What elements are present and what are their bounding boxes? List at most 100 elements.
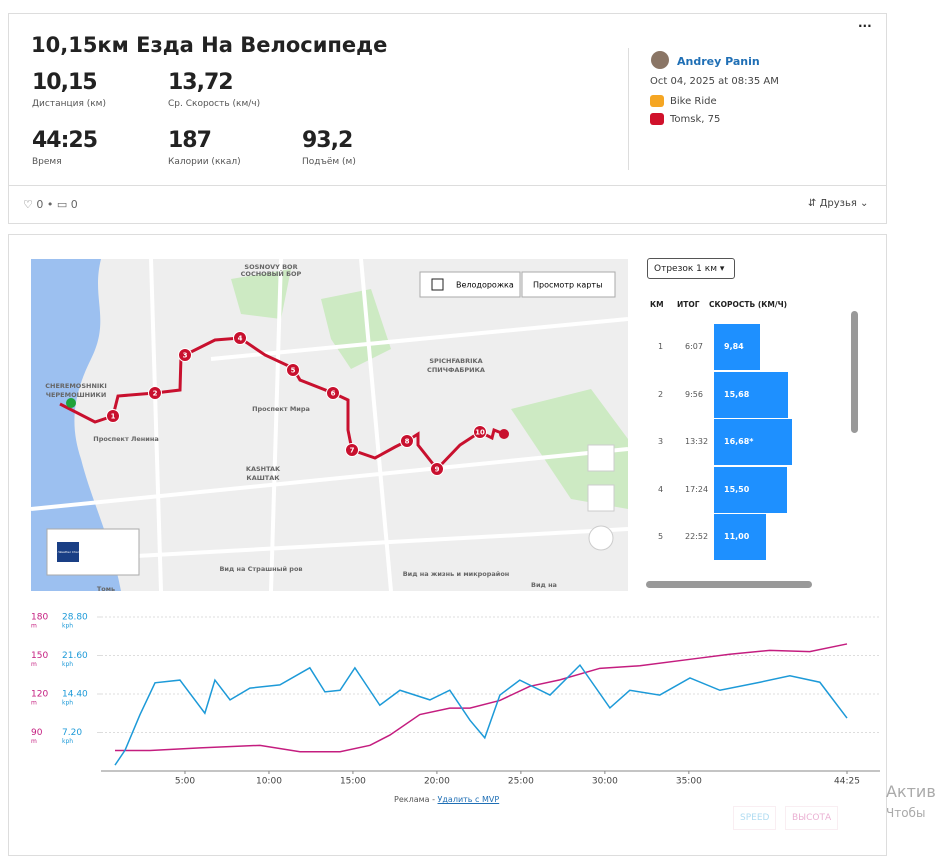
watermark: Актив <box>886 782 936 801</box>
athlete[interactable]: Andrey Panin <box>677 55 760 68</box>
place-label: KASHTAK <box>246 465 281 473</box>
ads-link[interactable]: Удалить с MVP <box>437 795 500 804</box>
compass[interactable] <box>588 525 614 551</box>
speed-unit: kph <box>62 661 73 668</box>
x-tick-label: 35:00 <box>676 777 702 787</box>
split-km: 5 <box>658 532 664 541</box>
x-tick-label: 20:00 <box>424 777 450 787</box>
km-marker <box>148 386 162 400</box>
pin-icon <box>650 113 664 125</box>
place-label: СОСНОВЫЙ БОР <box>241 269 302 278</box>
split-header: ИТОГ <box>677 300 700 309</box>
speed-tick-label: 21.60 <box>62 651 88 661</box>
place-label: SOSNOVY BOR <box>244 263 297 271</box>
km-marker <box>106 409 120 423</box>
title: 10,15км Езда На Велосипеде <box>31 33 388 57</box>
alt-unit: m <box>31 661 37 668</box>
chart: 90m120m150m180m7.20kph14.40kph21.60kph28… <box>31 613 880 787</box>
km-marker-label: 9 <box>435 466 440 474</box>
likes[interactable]: ♡ 0 • ▭ 0 <box>23 198 78 211</box>
speed-unit: kph <box>62 700 73 707</box>
series-line <box>114 663 848 766</box>
route <box>59 336 505 472</box>
alt-tick-label: 90 <box>31 728 43 738</box>
stat-label: Время <box>32 157 62 167</box>
hscrollbar[interactable] <box>646 581 812 588</box>
stat-label: Ср. Скорость (км/ч) <box>168 99 261 109</box>
place-label: КАШТАК <box>246 474 280 482</box>
stat-label: Дистанция (км) <box>32 99 106 109</box>
km-marker <box>430 462 444 476</box>
split-km: 3 <box>658 437 664 446</box>
km-marker <box>400 434 414 448</box>
x-tick-label: 44:25 <box>834 777 860 787</box>
split-select[interactable]: Отрезок 1 км ▾ <box>647 258 735 279</box>
km-marker <box>473 425 487 439</box>
split-total: 9:56 <box>685 389 703 399</box>
weather: The Weather Channel <box>51 550 85 554</box>
alt-unit: m <box>31 623 37 630</box>
km-marker-label: 1 <box>111 413 116 421</box>
place-label: Вид на Страшный ров <box>219 565 302 573</box>
speed-unit: kph <box>62 738 73 745</box>
alt-tick-label: 120 <box>31 690 48 700</box>
split-header: КМ <box>650 300 664 309</box>
x-tick-label: 5:00 <box>175 777 195 787</box>
split-total: 13:32 <box>685 437 709 446</box>
series-line <box>114 643 848 753</box>
place-label: СПИЧФАБРИКА <box>427 366 485 374</box>
start <box>66 398 76 408</box>
roads <box>31 259 628 591</box>
alt-tick-label: 150 <box>31 651 48 661</box>
activity-card <box>8 13 887 224</box>
visibility[interactable]: ⇵ Друзья ⌄ <box>808 198 869 209</box>
place-label: SPICHFABRIKA <box>429 357 482 365</box>
km-marker-label: 10 <box>475 429 485 437</box>
km-marker <box>178 348 192 362</box>
split-bar <box>714 324 761 370</box>
stat-value: 44:25 <box>32 128 98 153</box>
visibility-label: Друзья <box>819 198 857 209</box>
split-total: 6:07 <box>685 342 703 351</box>
km-marker-label: 4 <box>238 335 243 343</box>
split-km: 1 <box>658 342 664 351</box>
stat-value: 187 <box>168 128 212 153</box>
separator <box>8 185 887 186</box>
km-marker-label: 2 <box>153 390 158 398</box>
legend-button[interactable]: SPEED <box>733 806 777 830</box>
place-label: ЧЕРЕМОШНИКИ <box>46 391 107 399</box>
split-speed: 11,00 <box>724 532 750 541</box>
split-total: 22:52 <box>685 532 709 541</box>
km-marker-label: 8 <box>405 438 410 446</box>
km-marker <box>233 331 247 345</box>
split-bar <box>714 514 766 560</box>
location: Tomsk, 75 <box>670 114 721 125</box>
x-tick-label: 15:00 <box>340 777 366 787</box>
legend-label: ВЫСОТА <box>792 813 832 823</box>
menu[interactable]: ... <box>858 16 872 30</box>
view-label: Просмотр карты <box>533 281 602 290</box>
split-speed: 15,68 <box>724 389 750 399</box>
legend-button[interactable]: ВЫСОТА <box>785 806 839 830</box>
split-bar <box>714 419 793 465</box>
split-km: 4 <box>658 484 664 494</box>
ads: Реклама - Удалить с MVP <box>394 795 499 804</box>
x-tick-label: 10:00 <box>256 777 282 787</box>
checkbox[interactable] <box>431 278 444 291</box>
alt-tick-label: 180 <box>31 613 48 623</box>
fullscreen[interactable] <box>587 444 615 472</box>
place-label: Вид на жизнь и микрорайон <box>403 570 510 578</box>
place-label: Томь <box>97 585 115 591</box>
avatar <box>651 51 669 69</box>
km-marker-label: 7 <box>350 447 355 455</box>
stat-value: 13,72 <box>168 70 234 95</box>
place-label: Проспект Ленина <box>93 435 158 443</box>
km-marker <box>286 363 300 377</box>
split-bar <box>714 466 787 513</box>
view-select[interactable] <box>521 271 616 298</box>
focus[interactable] <box>587 484 615 512</box>
comments-count: 0 <box>70 198 78 211</box>
stat-value: 93,2 <box>302 128 353 153</box>
scrollbar[interactable] <box>851 311 858 433</box>
km-marker <box>326 386 340 400</box>
